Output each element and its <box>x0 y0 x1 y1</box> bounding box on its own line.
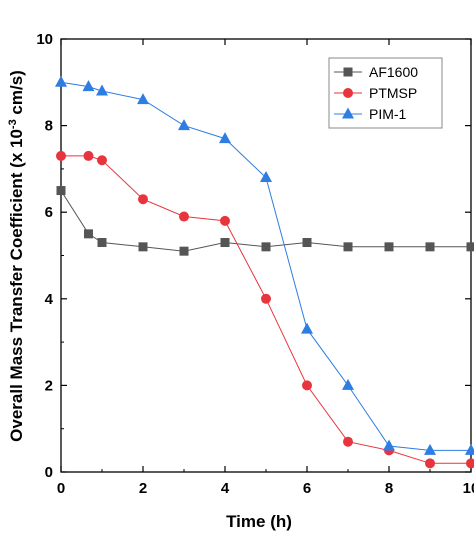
data-point-af1600 <box>56 186 66 196</box>
legend-marker-pim-1 <box>342 107 354 119</box>
data-point-pim-1 <box>137 93 149 105</box>
data-point-ptmsp <box>425 458 435 469</box>
data-point-pim-1 <box>342 378 354 390</box>
y-axis-title-unit: cm/s) <box>7 70 26 119</box>
x-tick-label: 0 <box>57 480 65 497</box>
data-point-af1600 <box>384 242 394 252</box>
data-point-af1600 <box>302 238 312 248</box>
data-point-pim-1 <box>219 132 231 144</box>
data-point-ptmsp <box>179 211 189 222</box>
x-tick-label: 10 <box>463 480 474 497</box>
x-tick-label: 2 <box>139 480 147 497</box>
x-tick-label: 4 <box>221 480 230 497</box>
y-axis-title-main: Overall Mass Transfer Coefficient (x 10 <box>7 129 26 442</box>
data-point-af1600 <box>425 242 435 252</box>
data-point-ptmsp <box>83 150 94 161</box>
data-point-ptmsp <box>343 436 353 447</box>
series-group <box>55 75 474 469</box>
data-point-pim-1 <box>383 439 395 451</box>
y-axis-title: Overall Mass Transfer Coefficient (x 10-… <box>7 70 26 442</box>
data-point-ptmsp <box>138 194 148 205</box>
data-point-af1600 <box>261 242 271 252</box>
series-line-pim-1 <box>60 81 471 451</box>
series-ptmsp <box>56 150 474 469</box>
y-tick-label: 6 <box>45 204 53 221</box>
y-tick-label: 2 <box>45 377 53 394</box>
data-point-pim-1 <box>178 119 190 131</box>
data-point-pim-1 <box>465 443 474 455</box>
data-point-af1600 <box>138 242 148 252</box>
data-point-ptmsp <box>97 155 107 166</box>
legend-marker-ptmsp <box>343 88 353 98</box>
y-tick-label: 4 <box>45 291 54 308</box>
data-point-af1600 <box>466 242 474 252</box>
series-line-af1600 <box>60 190 471 252</box>
legend-label-ptmsp: PTMSP <box>369 85 417 101</box>
x-axis-title: Time (h) <box>226 512 292 531</box>
data-point-ptmsp <box>466 458 474 469</box>
legend: AF1600 PTMSP PIM-1 <box>328 57 443 129</box>
data-point-ptmsp <box>56 150 66 161</box>
y-tick-label: 8 <box>45 118 53 135</box>
data-point-ptmsp <box>302 380 312 391</box>
data-point-af1600 <box>179 246 189 256</box>
x-tick-label: 8 <box>385 480 393 497</box>
series-af1600 <box>56 186 474 256</box>
data-point-af1600 <box>343 242 353 252</box>
legend-label-pim-1: PIM-1 <box>369 106 407 122</box>
y-tick-label: 10 <box>36 31 53 48</box>
data-point-af1600 <box>83 229 93 239</box>
y-tick-label: 0 <box>45 464 53 481</box>
data-point-pim-1 <box>96 84 108 96</box>
legend-marker-af1600 <box>343 67 353 77</box>
legend-label-af1600: AF1600 <box>369 64 418 80</box>
data-point-af1600 <box>97 238 107 248</box>
x-tick-label: 6 <box>303 480 311 497</box>
data-point-af1600 <box>220 238 230 248</box>
data-point-pim-1 <box>301 322 313 334</box>
data-point-pim-1 <box>260 171 272 183</box>
data-point-ptmsp <box>261 293 271 304</box>
series-pim-1 <box>55 75 474 455</box>
y-axis: 0 2 4 6 8 10 <box>36 31 471 481</box>
data-point-ptmsp <box>220 215 230 226</box>
series-line-ptmsp <box>61 155 471 464</box>
data-point-pim-1 <box>82 80 95 92</box>
data-point-pim-1 <box>55 75 67 87</box>
data-point-pim-1 <box>424 443 436 455</box>
y-axis-title-exponent: -3 <box>7 119 19 129</box>
